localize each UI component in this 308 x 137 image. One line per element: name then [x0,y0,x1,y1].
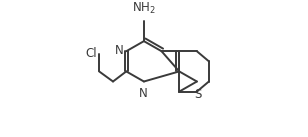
Text: N: N [139,87,148,100]
Text: Cl: Cl [86,47,97,60]
Text: N: N [115,44,124,57]
Text: NH$_2$: NH$_2$ [132,1,156,16]
Text: S: S [194,88,202,101]
